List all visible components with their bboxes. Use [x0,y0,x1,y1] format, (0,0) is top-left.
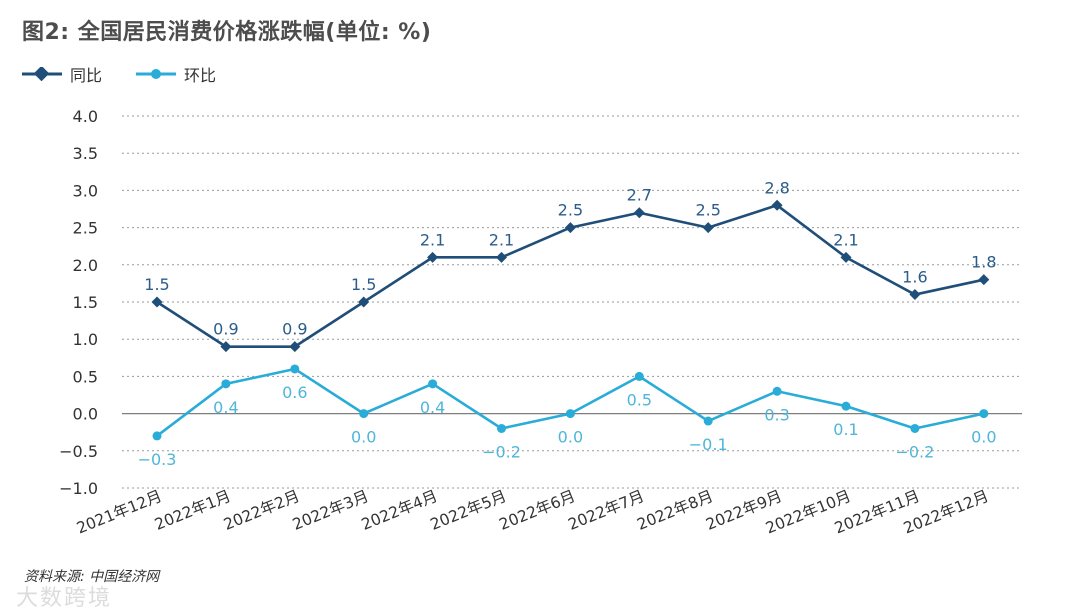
legend: 同比 环比 [22,62,216,86]
data-point-mom [152,431,162,441]
data-point-yoy [358,296,370,308]
data-label-mom: 0.0 [971,428,996,447]
data-label-yoy: 1.6 [902,268,927,287]
legend-yoy-label: 同比 [70,66,103,85]
data-point-mom [221,379,231,389]
data-point-mom [634,371,644,381]
y-tick-label: −1.0 [59,479,98,498]
legend-mom-label: 环比 [184,66,217,85]
data-point-yoy [909,289,921,301]
data-label-yoy: 2.7 [627,186,652,205]
watermark: 大数跨境 [16,586,113,611]
y-tick-label: 1.5 [73,293,98,312]
y-tick-label: 3.0 [73,181,98,200]
x-tick-label: 2022年5月 [428,487,509,534]
data-point-mom [290,364,300,374]
x-tick-label: 2022年8月 [634,487,715,534]
y-tick-label: 3.5 [73,144,98,163]
y-tick-label: 1.0 [73,330,98,349]
data-point-yoy [564,222,576,234]
data-point-yoy [840,251,852,263]
chart-title: 图2: 全国居民消费价格涨跌幅(单位: %) [22,20,432,45]
data-point-mom [565,409,575,419]
data-label-mom: 0.6 [282,383,307,402]
data-label-yoy: 0.9 [282,320,307,339]
data-label-yoy: 2.8 [764,178,789,197]
data-point-yoy [978,274,990,286]
data-label-yoy: 1.5 [144,275,169,294]
x-tick-label: 2022年1月 [152,487,233,534]
data-label-mom: −0.2 [895,442,934,461]
legend-item-yoy: 同比 [22,62,102,86]
x-tick-label: 2022年3月 [290,487,371,534]
data-label-mom: 0.0 [351,428,376,447]
data-label-yoy: 1.8 [971,253,996,272]
data-label-mom: 0.3 [764,405,789,424]
data-label-yoy: 1.5 [351,275,376,294]
data-point-yoy [496,251,507,263]
chart-plot: 4.03.53.02.52.01.51.00.50.0−0.5−1.02021年… [59,107,1022,537]
data-point-mom [979,409,989,419]
data-point-mom [359,409,369,419]
x-tick-label: 2022年4月 [359,487,440,534]
data-point-yoy [702,222,714,234]
data-point-yoy [771,199,783,211]
data-label-yoy: 2.1 [833,230,858,249]
x-tick-label: 2022年2月 [221,487,302,534]
data-label-yoy: 2.1 [420,230,445,249]
data-label-mom: 0.4 [420,398,445,417]
data-label-mom: 0.5 [627,390,652,409]
legend-mom-swatch [136,69,177,79]
data-point-mom [910,423,920,433]
data-point-mom [841,401,851,411]
x-tick-label: 2022年7月 [566,487,647,534]
y-tick-label: 2.5 [73,219,98,238]
data-label-yoy: 2.1 [489,230,514,249]
y-tick-label: 2.0 [73,256,98,275]
data-label-yoy: 0.9 [213,320,238,339]
y-tick-label: −0.5 [59,442,98,461]
y-tick-label: 0.0 [73,405,98,424]
data-point-mom [703,416,713,426]
data-label-yoy: 2.5 [558,201,583,220]
y-tick-label: 0.5 [73,367,98,386]
data-label-mom: −0.3 [138,450,177,469]
data-point-yoy [289,341,301,353]
data-label-mom: 0.4 [213,398,238,417]
legend-yoy-swatch [22,67,62,81]
data-point-yoy [633,207,645,219]
data-label-mom: 0.1 [833,420,858,439]
data-point-mom [497,423,506,433]
data-point-yoy [220,341,232,353]
data-label-mom: 0.0 [558,428,583,447]
data-point-mom [428,379,438,389]
data-label-mom: −0.1 [689,435,728,454]
source-note: 资料来源: 中国经济网 [24,569,160,585]
y-tick-label: 4.0 [73,107,98,126]
data-label-yoy: 2.5 [695,201,720,220]
series-line-mom [156,367,985,437]
x-tick-label: 2022年6月 [497,487,578,534]
data-point-mom [772,386,782,396]
data-label-mom: −0.2 [482,442,521,461]
legend-item-mom: 环比 [136,62,216,86]
data-point-yoy [427,251,439,263]
data-point-yoy [151,296,163,308]
